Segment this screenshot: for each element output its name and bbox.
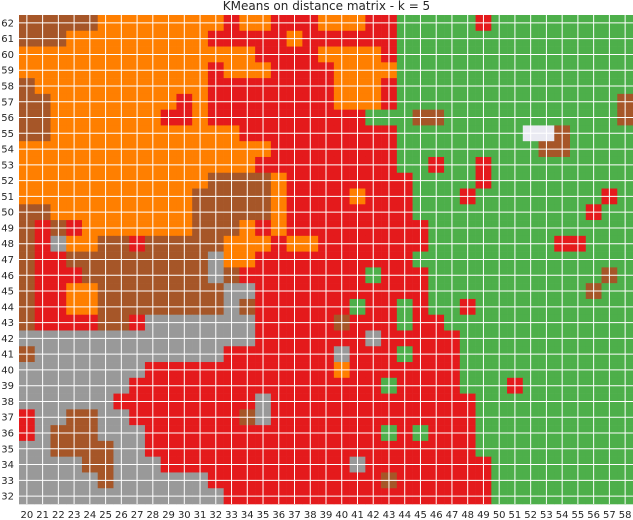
y-axis-ticks: 62 61 60 59 58 57 56 55 54 53 52 51 50 49 48 47 46 45 44 43… — [1, 18, 14, 502]
y-tick-label: 38 — [1, 397, 14, 408]
y-tick-label: 36 — [1, 429, 14, 440]
y-tick-label: 55 — [1, 129, 14, 140]
x-tick-label: 33 — [225, 510, 238, 520]
x-tick-label: 28 — [146, 510, 159, 520]
y-tick-label: 58 — [1, 81, 14, 92]
x-tick-label: 45 — [414, 510, 427, 520]
y-tick-label: 46 — [1, 271, 14, 282]
y-tick-label: 51 — [1, 192, 14, 203]
y-tick-label: 60 — [1, 50, 14, 61]
x-tick-label: 46 — [430, 510, 443, 520]
x-tick-label: 57 — [603, 510, 616, 520]
x-tick-label: 38 — [304, 510, 317, 520]
y-tick-label: 42 — [1, 334, 14, 345]
x-tick-label: 36 — [272, 510, 285, 520]
x-tick-label: 53 — [540, 510, 553, 520]
y-tick-label: 43 — [1, 318, 14, 329]
x-tick-label: 49 — [477, 510, 490, 520]
x-tick-label: 43 — [383, 510, 396, 520]
x-tick-label: 30 — [178, 510, 191, 520]
y-tick-label: 62 — [1, 18, 14, 29]
y-tick-label: 48 — [1, 239, 14, 250]
y-tick-label: 53 — [1, 160, 14, 171]
y-tick-label: 33 — [1, 476, 14, 487]
x-tick-label: 48 — [461, 510, 474, 520]
x-tick-label: 35 — [257, 510, 270, 520]
x-tick-label: 22 — [52, 510, 65, 520]
x-tick-label: 51 — [509, 510, 522, 520]
y-tick-label: 39 — [1, 381, 14, 392]
y-tick-label: 35 — [1, 444, 14, 455]
x-axis-ticks: 20 21 22 23 24 25 26 27 28 29 30 31 32 33 34 35 36 37 38 39… — [21, 510, 632, 520]
x-tick-label: 27 — [131, 510, 144, 520]
y-tick-label: 40 — [1, 365, 14, 376]
x-tick-label: 56 — [587, 510, 600, 520]
y-tick-label: 45 — [1, 287, 14, 298]
x-tick-label: 37 — [288, 510, 301, 520]
x-tick-label: 25 — [99, 510, 112, 520]
x-tick-label: 40 — [335, 510, 348, 520]
x-tick-label: 31 — [194, 510, 207, 520]
x-tick-label: 58 — [619, 510, 632, 520]
x-tick-label: 42 — [367, 510, 380, 520]
y-tick-label: 59 — [1, 66, 14, 77]
x-tick-label: 34 — [241, 510, 254, 520]
chart-title: KMeans on distance matrix - k = 5 — [223, 0, 430, 13]
heatmap-gridlines — [19, 15, 633, 504]
x-tick-label: 32 — [209, 510, 222, 520]
x-tick-label: 20 — [21, 510, 34, 520]
y-tick-label: 37 — [1, 413, 14, 424]
x-tick-label: 50 — [493, 510, 506, 520]
y-tick-label: 32 — [1, 492, 14, 503]
x-tick-label: 39 — [320, 510, 333, 520]
y-tick-label: 41 — [1, 350, 14, 361]
y-tick-label: 56 — [1, 113, 14, 124]
x-tick-label: 41 — [351, 510, 364, 520]
x-tick-label: 23 — [68, 510, 81, 520]
y-tick-label: 49 — [1, 223, 14, 234]
x-tick-label: 26 — [115, 510, 128, 520]
y-tick-label: 57 — [1, 97, 14, 108]
y-tick-label: 61 — [1, 34, 14, 45]
y-tick-label: 54 — [1, 145, 14, 156]
x-tick-label: 21 — [36, 510, 49, 520]
x-tick-label: 29 — [162, 510, 175, 520]
y-tick-label: 44 — [1, 302, 14, 313]
x-tick-label: 24 — [83, 510, 96, 520]
y-tick-label: 52 — [1, 176, 14, 187]
y-tick-label: 47 — [1, 255, 14, 266]
x-tick-label: 44 — [398, 510, 411, 520]
x-tick-label: 55 — [572, 510, 585, 520]
x-tick-label: 54 — [556, 510, 569, 520]
y-tick-label: 50 — [1, 208, 14, 219]
x-tick-label: 52 — [524, 510, 537, 520]
x-tick-label: 47 — [446, 510, 459, 520]
y-tick-label: 34 — [1, 460, 14, 471]
